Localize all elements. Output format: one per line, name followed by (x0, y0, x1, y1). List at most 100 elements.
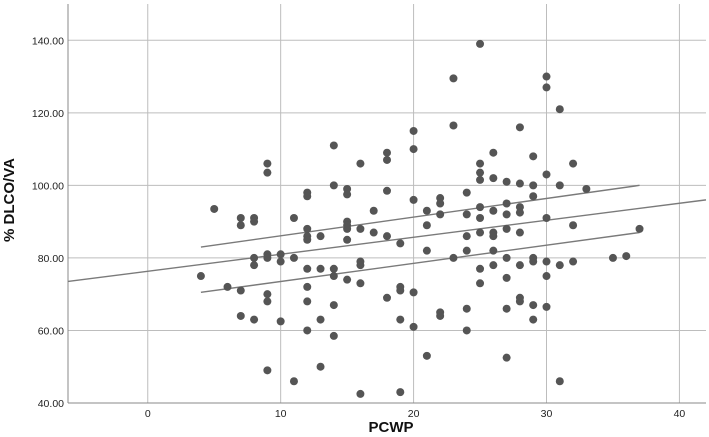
scatter-point (409, 322, 418, 331)
scatter-point (555, 261, 564, 270)
data-points (196, 39, 644, 398)
scatter-point (489, 174, 498, 183)
scatter-point (356, 389, 365, 398)
scatter-point (236, 311, 245, 320)
x-axis-title: PCWP (369, 419, 414, 436)
scatter-point (250, 315, 259, 324)
scatter-point (276, 250, 285, 259)
scatter-point (196, 272, 205, 281)
scatter-point (303, 326, 312, 335)
scatter-point (329, 331, 338, 340)
scatter-point (383, 232, 391, 241)
scatter-point (276, 257, 285, 266)
scatter-point (515, 228, 524, 237)
y-tick-label: 120.00 (32, 108, 64, 120)
scatter-point (502, 353, 511, 362)
scatter-point (569, 159, 578, 168)
scatter-point (635, 224, 644, 233)
scatter-point (555, 181, 564, 190)
scatter-point (369, 206, 378, 215)
scatter-point (476, 279, 485, 288)
scatter-point (476, 175, 485, 184)
scatter-point (383, 186, 391, 195)
scatter-point (529, 181, 538, 190)
scatter-point (250, 261, 259, 270)
scatter-point (396, 388, 405, 397)
scatter-point (608, 253, 617, 262)
scatter-point (515, 123, 524, 132)
scatter-point (383, 155, 391, 164)
scatter-point (569, 221, 578, 230)
scatter-point (542, 170, 551, 179)
scatter-point (502, 253, 511, 262)
scatter-point (356, 224, 365, 233)
scatter-point (449, 253, 458, 262)
scatter-point (422, 221, 431, 230)
scatter-point (502, 210, 511, 219)
scatter-point (223, 282, 232, 291)
scatter-point (263, 366, 272, 375)
scatter-point (582, 184, 591, 193)
scatter-point (383, 148, 391, 157)
scatter-point (263, 168, 272, 177)
scatter-point (529, 315, 538, 324)
scatter-point (263, 297, 272, 306)
scatter-point (449, 121, 458, 130)
scatter-point (529, 152, 538, 161)
scatter-point (210, 204, 219, 213)
x-tick-label: 30 (541, 408, 553, 420)
scatter-point (316, 264, 325, 273)
scatter-point (515, 208, 524, 217)
scatter-point (329, 141, 338, 150)
scatter-point (555, 105, 564, 114)
scatter-point (515, 179, 524, 188)
scatter-point (476, 159, 485, 168)
scatter-point (409, 126, 418, 135)
scatter-point (343, 235, 352, 244)
scatter-point (383, 293, 391, 302)
x-tick-label: 0 (145, 408, 151, 420)
scatter-point (489, 232, 498, 241)
scatter-point (462, 304, 471, 313)
scatter-point (276, 317, 285, 326)
line-upper (200, 184, 640, 248)
scatter-point (462, 210, 471, 219)
scatter-point (462, 246, 471, 255)
scatter-point (250, 217, 259, 226)
scatter-point (356, 159, 365, 168)
scatter-point (303, 235, 312, 244)
scatter-point (449, 74, 458, 83)
y-tick-label: 100.00 (32, 180, 64, 192)
scatter-point (476, 214, 485, 223)
scatter-point (369, 228, 378, 237)
scatter-point (409, 288, 418, 297)
x-tick-label: 10 (275, 408, 287, 420)
scatter-point (542, 72, 551, 81)
scatter-point (422, 246, 431, 255)
x-tick-label: 20 (408, 408, 420, 420)
x-tick-label: 40 (674, 408, 686, 420)
scatter-point (569, 257, 578, 266)
fit-lines (67, 184, 707, 294)
scatter-point (515, 261, 524, 270)
scatter-point (436, 210, 445, 219)
scatter-point (502, 304, 511, 313)
scatter-point (542, 272, 551, 281)
scatter-point (502, 273, 511, 282)
scatter-point (263, 290, 272, 299)
y-tick-label: 140.00 (32, 35, 64, 47)
scatter-point (529, 301, 538, 310)
y-tick-label: 60.00 (38, 325, 64, 337)
scatter-point (489, 261, 498, 270)
scatter-point (542, 257, 551, 266)
scatter-point (515, 297, 524, 306)
scatter-point (303, 192, 312, 201)
scatter-point (489, 206, 498, 215)
scatter-point (250, 253, 259, 262)
scatter-point (236, 221, 245, 230)
scatter-point (409, 145, 418, 154)
scatter-point (529, 257, 538, 266)
scatter-point (316, 232, 325, 241)
scatter-point (462, 326, 471, 335)
